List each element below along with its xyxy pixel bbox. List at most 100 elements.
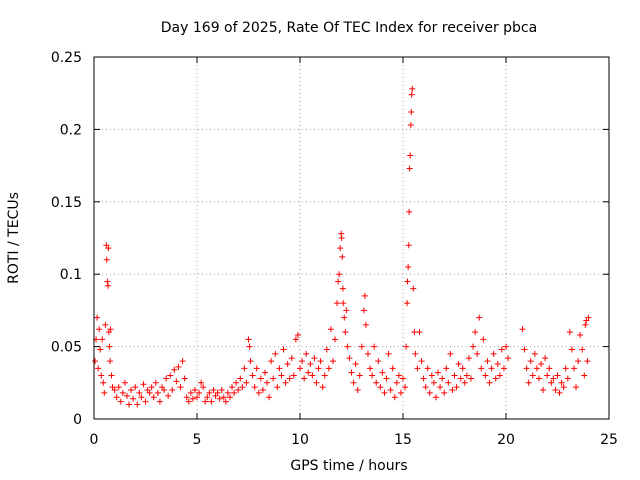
data-point xyxy=(185,398,192,405)
data-point xyxy=(161,387,168,394)
data-point xyxy=(342,329,349,336)
data-point xyxy=(274,384,281,391)
data-point xyxy=(297,365,303,372)
data-point xyxy=(385,350,392,357)
data-point xyxy=(552,387,559,394)
data-point xyxy=(437,384,444,391)
data-point xyxy=(332,336,339,343)
data-point xyxy=(428,372,435,379)
data-point xyxy=(361,292,368,299)
data-point xyxy=(142,398,149,405)
x-tick-label: 10 xyxy=(291,432,309,448)
data-point xyxy=(105,282,112,289)
data-point xyxy=(106,343,113,350)
data-point xyxy=(447,350,454,357)
data-point xyxy=(282,379,289,386)
data-point xyxy=(498,346,505,353)
data-point xyxy=(422,384,429,391)
data-point xyxy=(341,314,348,321)
data-point xyxy=(257,375,264,382)
data-point xyxy=(568,346,575,353)
data-point xyxy=(486,379,493,386)
data-point xyxy=(255,389,262,396)
data-point xyxy=(321,372,328,379)
data-point xyxy=(457,375,464,382)
data-point xyxy=(350,379,357,386)
data-point xyxy=(529,372,536,379)
data-point xyxy=(505,355,512,362)
data-point xyxy=(313,379,320,386)
data-point xyxy=(119,389,126,396)
data-point xyxy=(418,358,425,365)
data-point xyxy=(420,375,427,382)
data-point xyxy=(235,387,242,394)
data-point xyxy=(391,394,398,401)
data-point xyxy=(449,387,456,394)
y-tick-label: 0.1 xyxy=(60,267,82,283)
data-point xyxy=(364,350,371,357)
data-point xyxy=(241,365,248,372)
data-point xyxy=(294,332,301,339)
data-point xyxy=(490,350,497,357)
data-point xyxy=(99,336,106,343)
data-point xyxy=(305,369,312,376)
data-point xyxy=(107,358,114,365)
data-point xyxy=(544,372,551,379)
data-point xyxy=(335,278,342,285)
data-point xyxy=(319,384,326,391)
data-point xyxy=(108,372,115,379)
data-point xyxy=(575,358,582,365)
data-point xyxy=(480,336,487,343)
data-point xyxy=(503,343,509,350)
data-point xyxy=(432,394,439,401)
data-point xyxy=(102,321,109,328)
data-point xyxy=(492,375,499,382)
x-tick-labels: 0 5 10 15 20 25 xyxy=(90,432,618,448)
data-point xyxy=(474,350,481,357)
data-point xyxy=(346,355,353,362)
data-point xyxy=(334,300,341,307)
data-point xyxy=(531,350,538,357)
data-point xyxy=(407,122,414,129)
data-point xyxy=(268,358,275,365)
data-point xyxy=(525,379,532,386)
data-points xyxy=(92,85,592,408)
data-point xyxy=(356,372,363,379)
data-point xyxy=(339,253,346,260)
data-point xyxy=(152,379,159,386)
data-point xyxy=(103,256,110,263)
data-point xyxy=(546,365,553,372)
data-point xyxy=(527,358,534,365)
data-point xyxy=(430,379,437,386)
data-point xyxy=(500,365,507,372)
data-point xyxy=(455,360,462,367)
data-point xyxy=(245,336,252,343)
data-point xyxy=(352,360,359,367)
data-point xyxy=(148,384,155,391)
data-point xyxy=(280,346,287,353)
data-point xyxy=(407,152,414,159)
data-point xyxy=(560,384,567,391)
data-point xyxy=(284,360,291,367)
y-tick-label: 0.15 xyxy=(51,195,82,211)
grid-lines xyxy=(94,57,609,419)
data-point xyxy=(373,379,380,386)
data-point xyxy=(286,375,293,382)
data-point xyxy=(371,343,378,350)
data-point xyxy=(337,245,344,252)
data-point xyxy=(325,365,332,372)
data-point xyxy=(307,360,314,367)
data-point xyxy=(303,350,310,357)
data-point xyxy=(379,369,386,376)
data-point xyxy=(202,398,209,405)
y-tick-label: 0 xyxy=(73,412,82,428)
data-point xyxy=(472,329,479,336)
data-point xyxy=(175,363,182,370)
data-point xyxy=(189,395,196,402)
x-tick-label: 15 xyxy=(394,432,412,448)
data-point xyxy=(451,372,458,379)
data-point xyxy=(288,355,295,362)
data-point xyxy=(123,392,130,399)
data-point xyxy=(177,384,184,391)
data-point xyxy=(336,271,343,278)
